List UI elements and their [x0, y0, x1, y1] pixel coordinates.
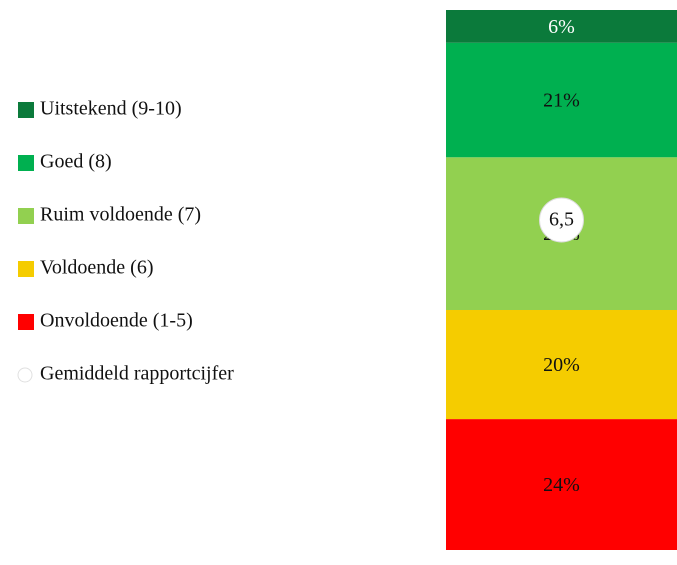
legend-label: Gemiddeld rapportcijfer — [40, 363, 234, 385]
legend-swatch — [18, 208, 34, 224]
average-label: 6,5 — [549, 209, 574, 231]
legend-swatch — [18, 155, 34, 171]
legend-label: Ruim voldoende (7) — [40, 204, 201, 226]
bar-segment — [446, 419, 677, 550]
legend-swatch — [18, 102, 34, 118]
bar-segment — [446, 310, 677, 420]
data-label: 24% — [543, 474, 580, 496]
legend-label: Onvoldoende (1-5) — [40, 310, 193, 332]
bar-segment — [446, 42, 677, 158]
legend-label: Uitstekend (9-10) — [40, 98, 182, 120]
legend-label: Goed (8) — [40, 151, 112, 173]
legend-label: Voldoende (6) — [40, 257, 154, 279]
bar-segment — [446, 10, 677, 43]
legend-marker — [17, 367, 33, 383]
data-label: 6% — [548, 16, 575, 38]
data-label: 21% — [543, 90, 580, 112]
legend-swatch — [18, 261, 34, 277]
average-marker — [539, 197, 584, 243]
data-label: 20% — [543, 354, 580, 376]
legend-swatch — [18, 314, 34, 330]
